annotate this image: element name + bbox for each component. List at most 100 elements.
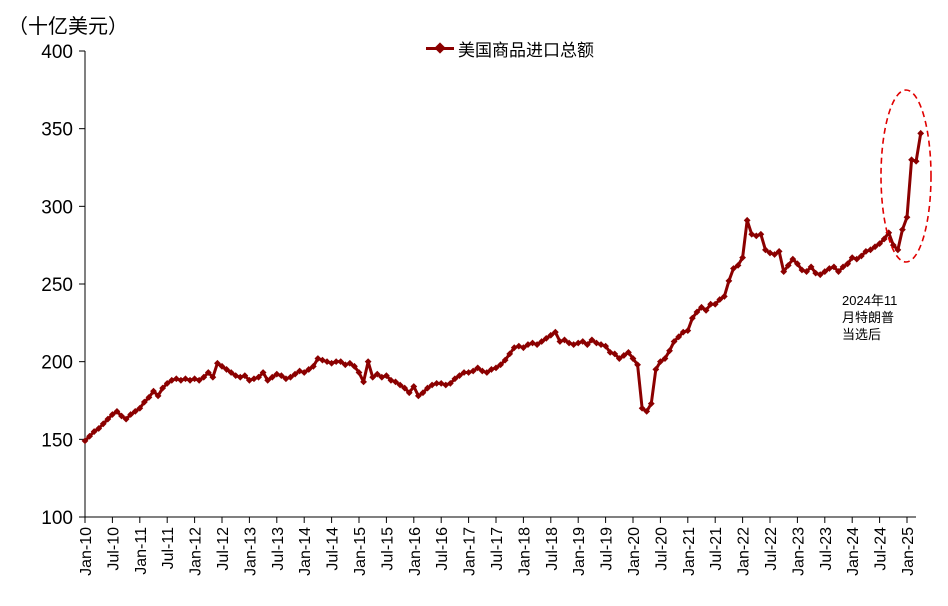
data-point	[214, 359, 221, 367]
data-point	[497, 361, 504, 369]
data-point	[346, 359, 354, 367]
data-point	[551, 328, 559, 336]
data-point	[195, 376, 203, 384]
data-point	[209, 373, 217, 381]
x-tick-label: Jan-21	[681, 527, 698, 576]
x-tick-label: Jul-19	[599, 527, 616, 571]
data-point	[460, 369, 468, 376]
data-point	[401, 384, 409, 392]
data-point	[136, 404, 144, 412]
data-point	[433, 380, 441, 387]
data-point	[839, 263, 847, 271]
data-point	[145, 393, 153, 401]
x-tick-label: Jan-13	[242, 527, 259, 576]
data-point	[140, 398, 148, 406]
x-tick-label: Jul-24	[873, 527, 890, 571]
data-point	[501, 356, 509, 364]
data-point	[305, 366, 313, 373]
data-point	[474, 364, 482, 372]
data-point	[867, 246, 874, 254]
data-point	[414, 392, 422, 400]
y-tick-label: 150	[41, 430, 73, 451]
data-point	[615, 355, 623, 362]
annotation-line-3: 当选后	[842, 327, 882, 342]
x-tick-label: Jul-10	[105, 527, 122, 571]
data-point	[332, 358, 340, 366]
data-point	[405, 389, 413, 397]
x-tick-label: Jul-23	[818, 527, 835, 571]
data-point	[899, 226, 906, 234]
data-point	[154, 392, 162, 400]
x-tick-label: Jul-13	[270, 527, 287, 571]
data-point	[483, 369, 491, 376]
x-tick-label: Jan-25	[900, 527, 917, 576]
data-point	[150, 387, 157, 395]
data-point	[734, 261, 742, 269]
data-point	[81, 437, 89, 445]
chart-axes	[84, 51, 916, 518]
data-point	[917, 129, 925, 137]
data-point	[392, 378, 399, 386]
data-point	[351, 362, 358, 370]
data-point	[894, 246, 902, 254]
data-point	[670, 338, 678, 345]
y-tick-label: 350	[41, 120, 73, 141]
data-point	[424, 384, 431, 392]
data-point	[223, 366, 230, 373]
data-point	[410, 383, 418, 390]
annotation-note: 2024年11 月特朗普 当选后	[842, 292, 912, 343]
data-point	[218, 362, 226, 370]
legend-line-marker-icon	[426, 36, 454, 60]
y-tick-label: 300	[41, 197, 73, 218]
y-tick-label: 200	[41, 353, 73, 374]
data-point	[821, 268, 829, 275]
data-point	[369, 373, 377, 381]
x-tick-label: Jul-12	[215, 527, 232, 571]
data-point	[113, 407, 121, 415]
data-point	[871, 243, 879, 251]
data-point	[684, 327, 692, 334]
y-tick-label: 250	[41, 275, 73, 296]
data-point	[547, 331, 555, 339]
y-tick-label: 400	[41, 42, 73, 63]
data-point	[99, 420, 107, 428]
data-point	[396, 381, 404, 389]
y-axis-unit-label: （十亿美元）	[8, 16, 128, 38]
data-point	[533, 341, 541, 348]
data-point	[419, 389, 427, 397]
data-point	[720, 293, 728, 300]
x-tick-label: Jul-14	[325, 527, 342, 571]
data-point	[876, 240, 883, 248]
data-point	[912, 157, 920, 165]
data-point	[204, 369, 212, 376]
x-tick-label: Jan-11	[133, 527, 150, 575]
data-point	[200, 373, 208, 381]
x-tick-label: Jul-21	[708, 527, 725, 571]
data-point	[259, 369, 267, 376]
data-point	[364, 358, 372, 366]
series-line	[83, 133, 923, 442]
x-tick-label: Jul-22	[763, 527, 780, 571]
legend-label: 美国商品进口总额	[458, 40, 594, 60]
data-point	[241, 372, 249, 380]
y-axis-ticks: 100 150 200 250 300 350 400	[41, 42, 85, 529]
x-tick-label: Jan-18	[516, 527, 533, 576]
data-point	[383, 372, 390, 380]
annotation-line-2: 月特朗普	[842, 310, 895, 325]
series-imports	[81, 129, 925, 445]
data-point	[456, 372, 463, 380]
data-point	[118, 412, 125, 420]
x-tick-label: Jul-17	[489, 527, 506, 571]
data-point	[743, 216, 751, 224]
data-point	[277, 372, 285, 380]
x-tick-label: Jul-20	[653, 527, 670, 571]
data-point	[451, 375, 459, 383]
data-point	[652, 366, 660, 373]
y-tick-label: 100	[41, 508, 73, 529]
x-tick-label: Jan-12	[188, 527, 205, 576]
data-point	[857, 252, 865, 260]
data-point	[373, 370, 381, 378]
data-point	[86, 432, 93, 440]
data-point	[807, 263, 815, 271]
x-tick-label: Jul-15	[379, 527, 396, 571]
